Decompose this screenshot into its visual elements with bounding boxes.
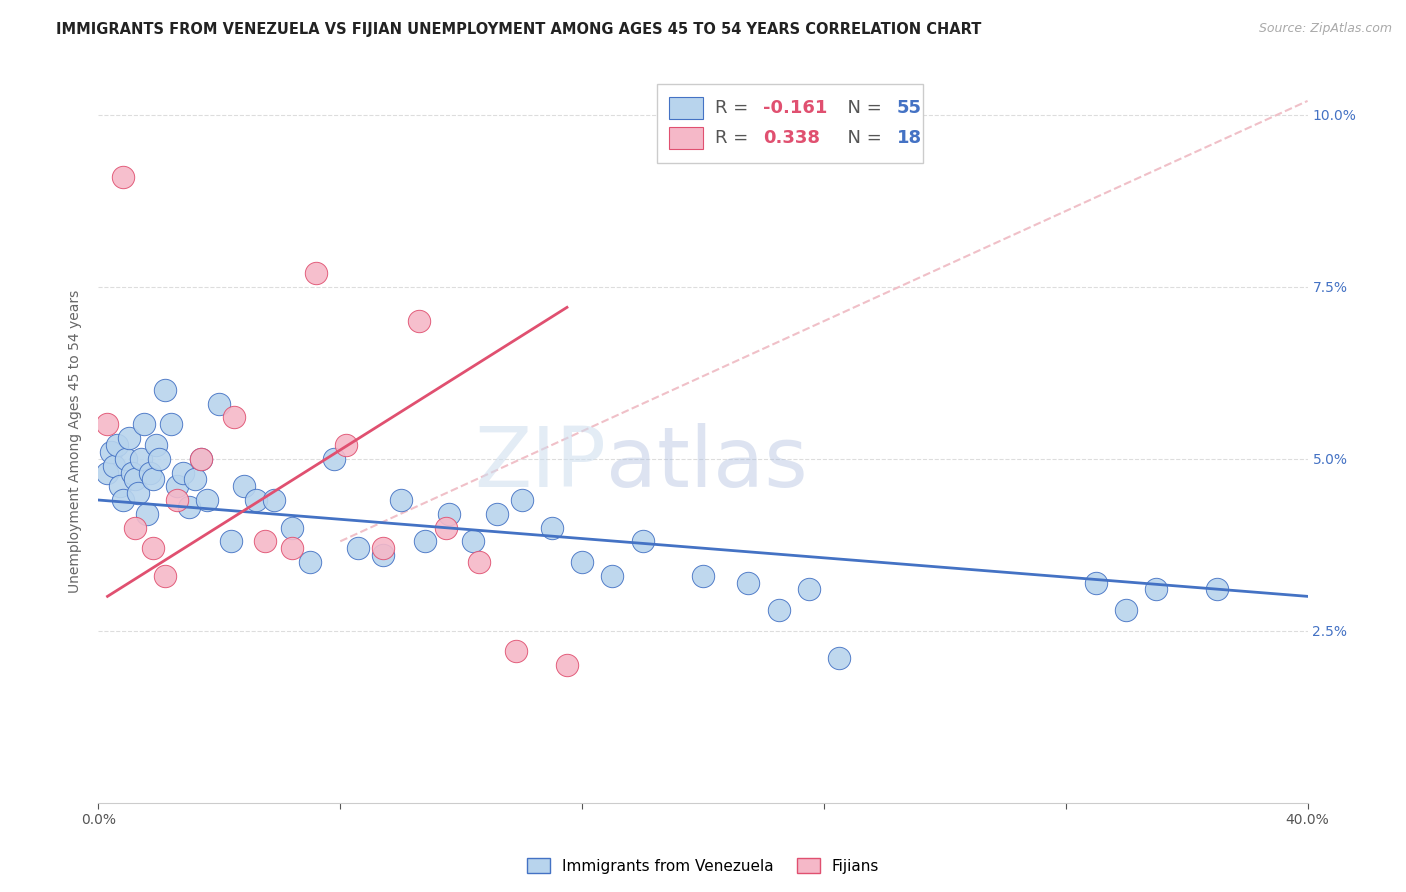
Point	[179, 500, 201, 514]
Point	[1115, 603, 1137, 617]
Point	[172, 466, 194, 480]
Point	[129, 451, 152, 466]
Point	[224, 410, 246, 425]
Point	[245, 493, 267, 508]
Point	[1144, 582, 1167, 597]
FancyBboxPatch shape	[669, 128, 703, 149]
Point	[1085, 575, 1108, 590]
Point	[166, 493, 188, 508]
Point	[631, 534, 654, 549]
Point	[299, 555, 322, 569]
Point	[263, 493, 285, 508]
Text: atlas: atlas	[606, 423, 808, 504]
Point	[540, 520, 562, 534]
Point	[335, 438, 357, 452]
Point	[434, 520, 457, 534]
Point	[135, 507, 157, 521]
Point	[486, 507, 509, 521]
Point	[142, 541, 165, 556]
Point	[347, 541, 370, 556]
Point	[166, 479, 188, 493]
Point	[389, 493, 412, 508]
Y-axis label: Unemployment Among Ages 45 to 54 years: Unemployment Among Ages 45 to 54 years	[69, 290, 83, 593]
Point	[413, 534, 436, 549]
Point	[208, 397, 231, 411]
Point	[184, 472, 207, 486]
Text: 0.338: 0.338	[763, 129, 821, 147]
Point	[121, 466, 143, 480]
Point	[139, 466, 162, 480]
Point	[111, 493, 134, 508]
Point	[105, 438, 128, 452]
Text: ZIP: ZIP	[474, 423, 606, 504]
Point	[571, 555, 593, 569]
Point	[692, 568, 714, 582]
Point	[190, 451, 212, 466]
Point	[737, 575, 759, 590]
Legend: Immigrants from Venezuela, Fijians: Immigrants from Venezuela, Fijians	[520, 852, 886, 880]
Point	[505, 644, 527, 658]
Point	[195, 493, 218, 508]
Point	[118, 431, 141, 445]
Text: -0.161: -0.161	[763, 99, 828, 117]
Point	[371, 541, 394, 556]
Point	[153, 568, 176, 582]
Point	[323, 451, 346, 466]
Text: 55: 55	[897, 99, 921, 117]
Point	[145, 438, 167, 452]
Point	[132, 417, 155, 432]
Point	[281, 541, 304, 556]
Point	[232, 479, 254, 493]
Point	[468, 555, 491, 569]
Point	[305, 266, 328, 280]
Point	[371, 548, 394, 562]
Point	[281, 520, 304, 534]
Point	[555, 658, 578, 673]
Point	[797, 582, 820, 597]
Point	[221, 534, 243, 549]
Point	[437, 507, 460, 521]
FancyBboxPatch shape	[657, 84, 924, 163]
Text: R =: R =	[716, 99, 754, 117]
Point	[510, 493, 533, 508]
Point	[602, 568, 624, 582]
Point	[96, 417, 118, 432]
Point	[1206, 582, 1229, 597]
Text: Source: ZipAtlas.com: Source: ZipAtlas.com	[1258, 22, 1392, 36]
FancyBboxPatch shape	[669, 97, 703, 119]
Point	[114, 451, 136, 466]
Text: N =: N =	[837, 129, 887, 147]
Point	[127, 486, 149, 500]
Text: IMMIGRANTS FROM VENEZUELA VS FIJIAN UNEMPLOYMENT AMONG AGES 45 TO 54 YEARS CORRE: IMMIGRANTS FROM VENEZUELA VS FIJIAN UNEM…	[56, 22, 981, 37]
Point	[463, 534, 485, 549]
Point	[111, 169, 134, 184]
Point	[96, 466, 118, 480]
Point	[828, 651, 851, 665]
Point	[408, 314, 430, 328]
Text: R =: R =	[716, 129, 754, 147]
Point	[124, 520, 146, 534]
Text: 18: 18	[897, 129, 921, 147]
Point	[108, 479, 131, 493]
Point	[103, 458, 125, 473]
Point	[253, 534, 276, 549]
Point	[160, 417, 183, 432]
Point	[768, 603, 790, 617]
Point	[148, 451, 170, 466]
Text: N =: N =	[837, 99, 887, 117]
Point	[124, 472, 146, 486]
Point	[190, 451, 212, 466]
Point	[142, 472, 165, 486]
Point	[153, 383, 176, 397]
Point	[100, 445, 122, 459]
